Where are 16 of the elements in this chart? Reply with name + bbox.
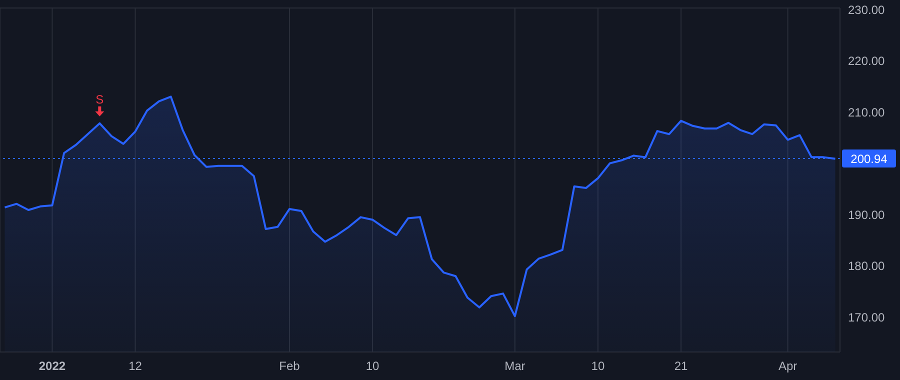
y-tick-label: 220.00: [848, 54, 886, 68]
y-tick-label: 190.00: [848, 208, 886, 222]
x-tick-label: 2022: [38, 359, 66, 373]
y-tick-label: 230.00: [848, 2, 886, 17]
x-tick-label: Apr: [778, 359, 798, 373]
annotation: S: [96, 92, 104, 106]
y-tick-label: 170.00: [848, 310, 886, 324]
x-tick-label: 10: [591, 359, 605, 373]
y-tick-label: 180.00: [848, 259, 886, 274]
x-tick-label: 21: [674, 359, 688, 373]
x-tick-label: Mar: [504, 359, 526, 373]
x-tick-label: Feb: [279, 359, 300, 373]
x-tick-label: 10: [366, 359, 380, 373]
ref-line-label: 200.94: [850, 152, 888, 166]
y-tick-label: 210.00: [848, 105, 886, 120]
x-tick-label: 12: [128, 359, 142, 373]
